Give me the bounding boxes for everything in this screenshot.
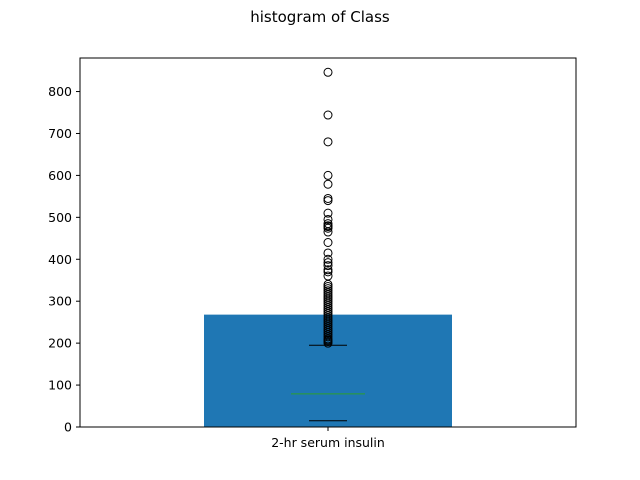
- y-tick-label: 300: [48, 294, 72, 309]
- outlier-point: [323, 282, 333, 292]
- x-axis: 2-hr serum insulin: [271, 427, 385, 450]
- outlier-point: [323, 170, 333, 180]
- outlier-point: [323, 284, 333, 294]
- outlier-point: [323, 254, 333, 264]
- outlier-point: [323, 271, 333, 281]
- outlier-point: [323, 265, 333, 275]
- bar-0: [204, 314, 452, 427]
- y-tick-label: 800: [48, 84, 72, 99]
- outlier-point: [323, 267, 333, 277]
- outlier-point: [323, 208, 333, 218]
- outlier-point: [323, 261, 333, 271]
- y-tick-label: 0: [64, 420, 72, 435]
- outliers-layer: [323, 67, 333, 348]
- outlier-point: [323, 214, 333, 224]
- outlier-point: [323, 238, 333, 247]
- outlier-point: [323, 196, 333, 206]
- x-tick-label: 2-hr serum insulin: [271, 435, 385, 450]
- outlier-point: [323, 221, 333, 231]
- chart-title: histogram of Class: [250, 8, 390, 26]
- outlier-point: [323, 193, 333, 203]
- y-tick-label: 500: [48, 210, 72, 225]
- outlier-point: [323, 137, 333, 147]
- outlier-point: [323, 179, 333, 189]
- y-tick-label: 100: [48, 378, 72, 393]
- y-axis: 0 100 200 300 400 500 600 700 800: [48, 84, 80, 435]
- y-tick-label: 400: [48, 252, 72, 267]
- bars-layer: [204, 314, 452, 427]
- outlier-point: [323, 258, 333, 268]
- outlier-point: [323, 219, 333, 229]
- y-tick-label: 200: [48, 336, 72, 351]
- y-tick-label: 600: [48, 168, 72, 183]
- outlier-point: [323, 67, 333, 77]
- outlier-point: [323, 286, 333, 296]
- y-tick-label: 700: [48, 126, 72, 141]
- outlier-point: [323, 248, 333, 258]
- outlier-point: [323, 110, 333, 120]
